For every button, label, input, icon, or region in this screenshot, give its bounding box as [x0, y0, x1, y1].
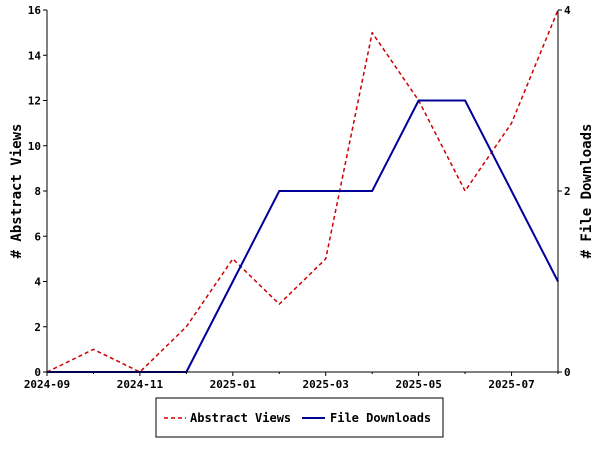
x-tick-label: 2024-09	[24, 378, 70, 391]
y-tick-label-left: 6	[34, 230, 41, 243]
x-tick-label: 2025-05	[395, 378, 441, 391]
x-tick-label: 2025-03	[303, 378, 349, 391]
legend-label-file-downloads: File Downloads	[330, 411, 431, 425]
x-tick-label: 2025-01	[210, 378, 257, 391]
legend-label-abstract-views: Abstract Views	[190, 411, 291, 425]
y-tick-label-left: 16	[28, 4, 42, 17]
legend-box	[155, 397, 444, 438]
y-tick-label-left: 4	[34, 276, 41, 289]
x-tick-label: 2025-07	[488, 378, 534, 391]
legend: Abstract Views File Downloads	[155, 397, 444, 438]
y-tick-label-right: 2	[564, 185, 571, 198]
y-tick-label-left: 0	[34, 366, 41, 379]
y-tick-label-left: 12	[28, 95, 41, 108]
y-tick-label-left: 8	[34, 185, 41, 198]
y-axis-title-right: # File Downloads	[579, 124, 595, 259]
series-line-abstract-views	[46, 9, 559, 373]
y-tick-label-left: 10	[28, 140, 41, 153]
y-tick-label-right: 4	[564, 4, 571, 17]
y-axis-title-left: # Abstract Views	[9, 124, 25, 259]
x-tick-label: 2024-11	[117, 378, 164, 391]
series-line-file-downloads	[47, 99, 559, 373]
y-tick-label-left: 2	[34, 321, 41, 334]
y-tick-label-right: 0	[564, 366, 571, 379]
y-tick-label-left: 14	[28, 49, 42, 62]
